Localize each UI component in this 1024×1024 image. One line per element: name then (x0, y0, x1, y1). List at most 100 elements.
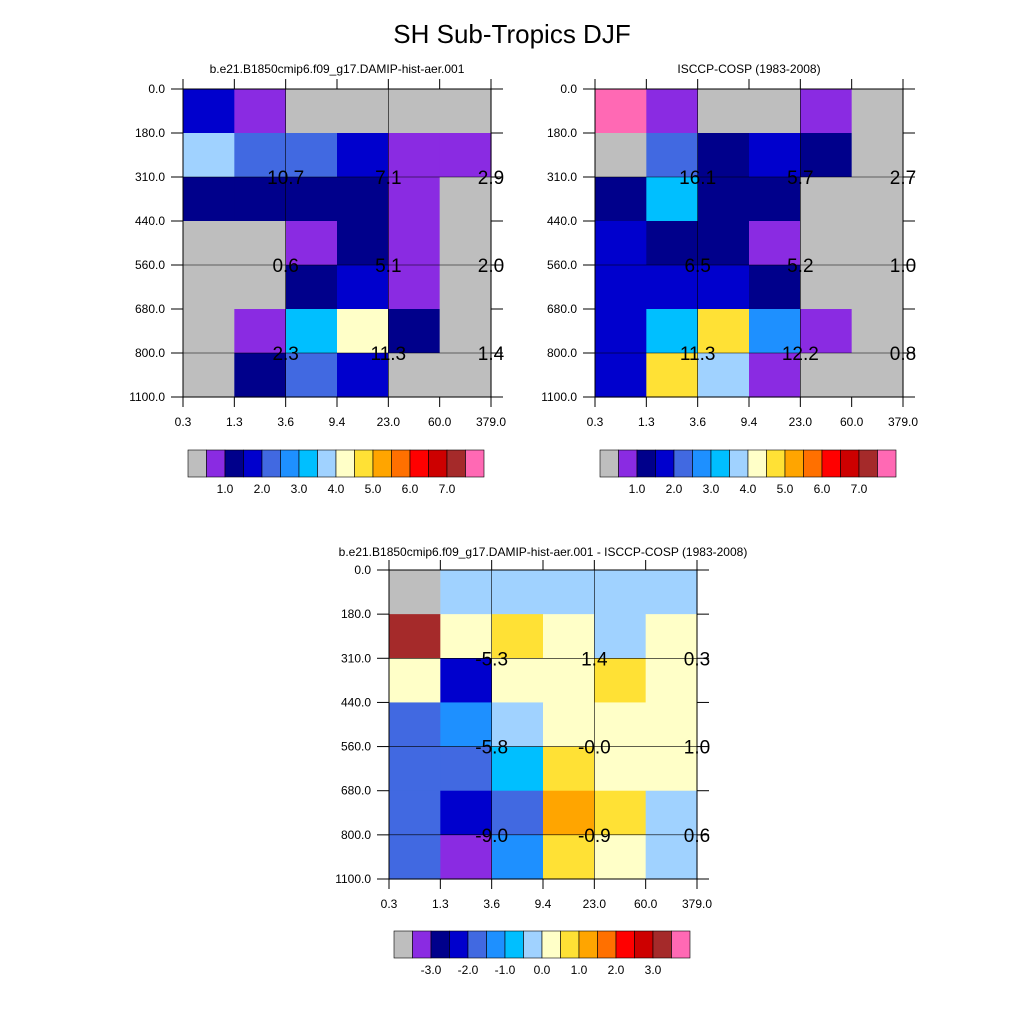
y-tick-label: 310.0 (135, 170, 165, 184)
colorbar-label: 4.0 (740, 482, 757, 496)
heatmap-cell (389, 834, 441, 880)
colorbar-swatch (393, 930, 413, 959)
cell-value-label: 11.3 (680, 344, 716, 365)
heatmap-cell (595, 265, 647, 310)
heatmap-cell (800, 265, 853, 310)
heatmap-cell (285, 177, 338, 222)
cell-value-label: 2.9 (478, 168, 504, 189)
heatmap-cell (183, 309, 235, 354)
heatmap-cell (439, 353, 492, 398)
heatmap-cell (234, 309, 287, 354)
colorbar-label: 6.0 (814, 482, 831, 496)
colorbar-swatch (615, 930, 635, 959)
heatmap-cell (388, 353, 441, 398)
colorbar-label: -3.0 (421, 963, 442, 977)
x-tick-label: 0.3 (175, 415, 192, 429)
heatmap-cell (388, 221, 441, 266)
heatmap-cell (388, 133, 441, 178)
colorbar-swatch (504, 930, 524, 959)
heatmap-cell (491, 658, 544, 704)
colorbar-label: 0.0 (534, 963, 551, 977)
y-tick-label: 560.0 (547, 258, 577, 272)
colorbar-swatch (430, 930, 450, 959)
heatmap-cell (851, 221, 904, 266)
y-tick-label: 0.0 (354, 563, 371, 577)
colorbar-swatch (446, 449, 466, 478)
colorbar-swatch (599, 449, 619, 478)
colorbar-swatch (541, 930, 561, 959)
y-tick-label: 560.0 (135, 258, 165, 272)
heatmap-cell (337, 177, 389, 222)
heatmap-cell (491, 614, 544, 659)
colorbar-swatch (280, 449, 300, 478)
heatmap-cell (337, 265, 389, 310)
colorbar-swatch (428, 449, 448, 478)
heatmap-cell (234, 177, 287, 222)
heatmap-cell (183, 353, 235, 398)
heatmap-cell (594, 790, 647, 836)
heatmap-cell (285, 309, 338, 354)
y-tick-label: 440.0 (547, 214, 577, 228)
y-tick-label: 680.0 (135, 302, 165, 316)
cell-value-label: -0.0 (578, 738, 611, 759)
heatmap-cell (595, 133, 647, 178)
heatmap-cell (491, 790, 544, 836)
colorbar-label: 5.0 (365, 482, 382, 496)
heatmap-cell (440, 746, 493, 792)
colorbar-swatch (710, 449, 730, 478)
heatmap-cell (440, 614, 493, 659)
heatmap-cell (285, 133, 338, 178)
colorbar-swatch (729, 449, 749, 478)
y-tick-label: 180.0 (547, 126, 577, 140)
cell-value-label: 10.7 (267, 168, 304, 189)
colorbar-label: 1.0 (571, 963, 588, 977)
heatmap-cell (645, 614, 698, 659)
heatmap-cell (439, 89, 492, 134)
y-tick-label: 800.0 (547, 346, 577, 360)
cell-value-label: 6.5 (684, 256, 710, 277)
heatmap-cell (749, 89, 801, 134)
heatmap-cell (697, 265, 750, 310)
heatmap-cell (595, 177, 647, 222)
colorbar-swatch (671, 930, 691, 959)
x-tick-label: 9.4 (535, 897, 552, 911)
heatmap-cell (285, 221, 338, 266)
colorbar-swatch (692, 449, 712, 478)
heatmap-cell (697, 89, 750, 134)
cell-value-label: 0.6 (272, 256, 298, 277)
heatmap-cell (800, 133, 853, 178)
heatmap-cell (594, 834, 647, 880)
y-tick-label: 440.0 (341, 695, 371, 709)
colorbar-swatch (766, 449, 786, 478)
y-tick-label: 680.0 (341, 784, 371, 798)
colorbar-label: 6.0 (402, 482, 419, 496)
heatmap-cell (697, 133, 750, 178)
colorbar-swatch (597, 930, 617, 959)
x-tick-label: 9.4 (329, 415, 346, 429)
y-tick-label: 0.0 (560, 82, 577, 96)
colorbar-swatch (747, 449, 767, 478)
x-tick-label: 379.0 (682, 897, 712, 911)
heatmap-cell (388, 177, 441, 222)
colorbar-label: -2.0 (458, 963, 479, 977)
heatmap-cell (594, 746, 647, 792)
heatmap-cell (388, 89, 441, 134)
heatmap-cell (594, 570, 647, 615)
heatmap-cell (183, 133, 235, 178)
heatmap-cell (646, 177, 699, 222)
cell-value-label: 7.1 (375, 168, 401, 189)
panel-title: b.e21.B1850cmip6.f09_g17.DAMIP-hist-aer.… (210, 62, 465, 76)
heatmap-cell (851, 353, 904, 398)
heatmap-cell (183, 89, 235, 134)
y-tick-label: 310.0 (341, 651, 371, 665)
colorbar-swatch (467, 930, 487, 959)
y-tick-label: 680.0 (547, 302, 577, 316)
x-tick-label: 3.6 (277, 415, 294, 429)
y-tick-label: 560.0 (341, 740, 371, 754)
colorbar-swatch (465, 449, 485, 478)
heatmap-cell (645, 570, 698, 615)
y-tick-label: 800.0 (135, 346, 165, 360)
heatmap-cell (543, 746, 595, 792)
cell-value-label: 1.4 (478, 344, 505, 365)
